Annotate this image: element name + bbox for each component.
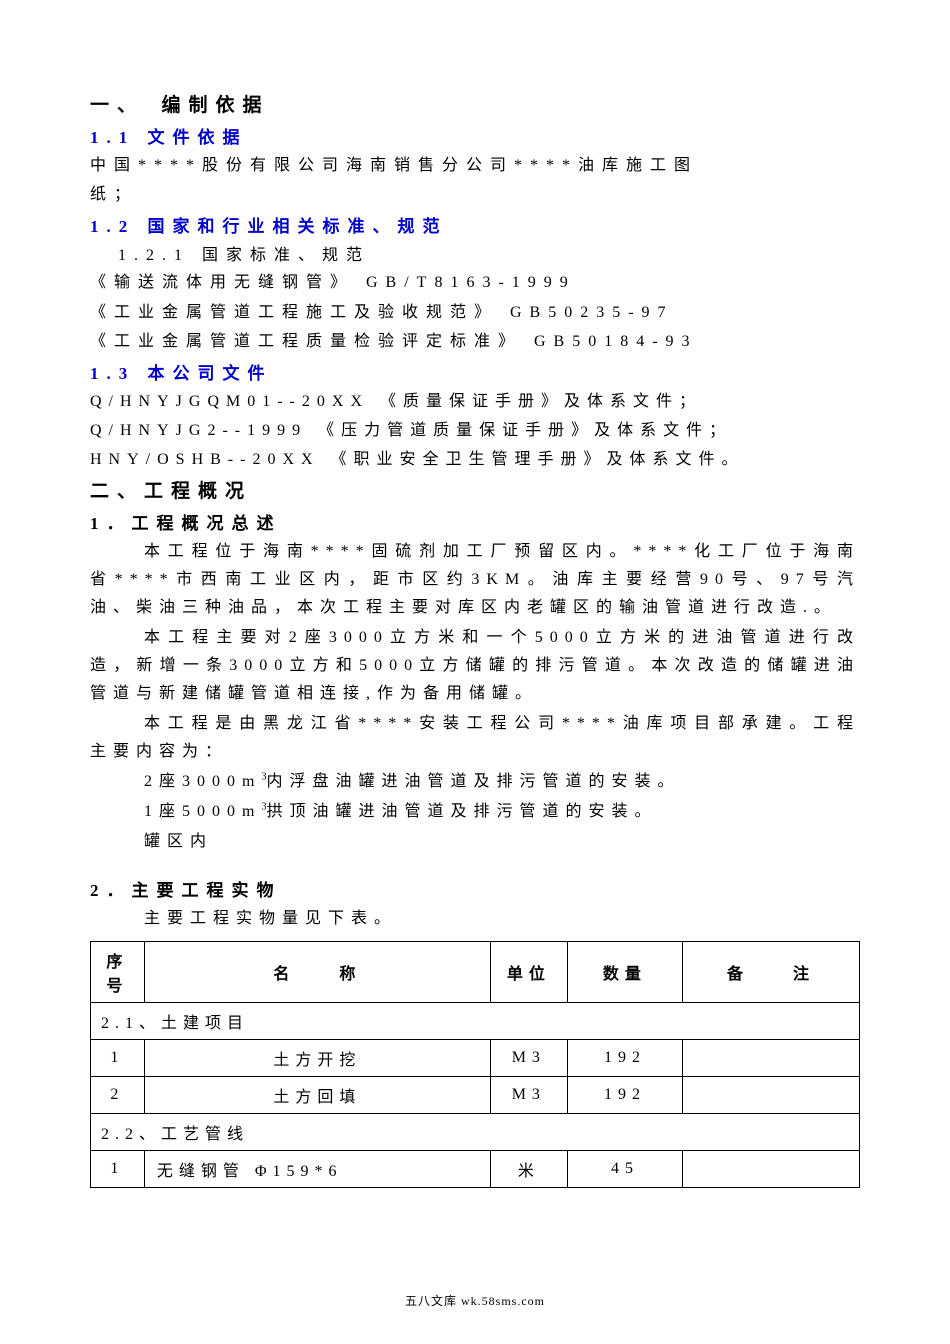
overview-item1: 2座3000m3内浮盘油罐进油管道及排污管道的安装。 — [144, 768, 860, 796]
standard-1: 《输送流体用无缝钢管》 GB/T8163-1999 — [90, 269, 860, 296]
section-2-title: 二、工程概况 — [90, 476, 860, 503]
table-section-2-label: 2.2、工艺管线 — [91, 1113, 860, 1150]
section-1-1-title: 1.1 文件依据 — [90, 123, 860, 148]
table-section-2: 2.2、工艺管线 — [91, 1113, 860, 1150]
section-2-1-title: 1．工程概况总述 — [90, 509, 860, 534]
table-section-1-label: 2.1、土建项目 — [91, 1002, 860, 1039]
company-doc-2: Q/HNYJG2--1999 《压力管道质量保证手册》及体系文件； — [90, 417, 860, 444]
cell-name: 土方开挖 — [144, 1039, 490, 1076]
cell-qty: 192 — [567, 1039, 682, 1076]
overview-p2: 本工程主要对2座3000立方米和一个5000立方米的进油管道进行改造，新增一条3… — [90, 624, 860, 708]
table-row: 1 无缝钢管 Φ159*6 米 45 — [91, 1150, 860, 1187]
header-qty: 数量 — [567, 941, 682, 1002]
overview-p1: 本工程位于海南****固硫剂加工厂预留区内。****化工厂位于海南省****市西… — [90, 538, 860, 622]
header-note: 备 注 — [683, 941, 860, 1002]
header-name: 名 称 — [144, 941, 490, 1002]
section-1-1-line2: 纸； — [90, 181, 860, 208]
table-header-row: 序号 名 称 单位 数量 备 注 — [91, 941, 860, 1002]
section-1-2-1-title: 1.2.1 国家标准、规范 — [118, 241, 860, 265]
cell-qty: 192 — [567, 1076, 682, 1113]
cell-note — [683, 1076, 860, 1113]
cell-name: 无缝钢管 Φ159*6 — [144, 1150, 490, 1187]
table-row: 1 土方开挖 M3 192 — [91, 1039, 860, 1076]
item2-a: 1座5000m — [144, 803, 261, 820]
item1-b: 内浮盘油罐进油管道及排污管道的安装。 — [266, 773, 680, 790]
header-seq: 序号 — [91, 941, 145, 1002]
cell-seq: 1 — [91, 1150, 145, 1187]
cell-note — [683, 1150, 860, 1187]
section-1-3-title: 1.3 本公司文件 — [90, 359, 860, 384]
cell-name: 土方回填 — [144, 1076, 490, 1113]
table-section-1: 2.1、土建项目 — [91, 1002, 860, 1039]
cell-qty: 45 — [567, 1150, 682, 1187]
section-1-2-title: 1.2 国家和行业相关标准、规范 — [90, 212, 860, 237]
cell-unit: M3 — [490, 1039, 567, 1076]
standard-3: 《工业金属管道工程质量检验评定标准》 GB50184-93 — [90, 328, 860, 355]
item1-a: 2座3000m — [144, 773, 261, 790]
item2-b: 拱顶油罐进油管道及排污管道的安装。 — [266, 803, 657, 820]
materials-table: 序号 名 称 单位 数量 备 注 2.1、土建项目 1 土方开挖 M3 192 … — [90, 941, 860, 1188]
cell-unit: 米 — [490, 1150, 567, 1187]
overview-item3: 罐区内 — [144, 828, 860, 856]
section-1-title: 一、 编制依据 — [90, 90, 860, 117]
section-2-2-title: 2．主要工程实物 — [90, 876, 860, 901]
overview-p3: 本工程是由黑龙江省****安装工程公司****油库项目部承建。工程主要内容为： — [90, 710, 860, 766]
page-footer: 五八文库 wk.58sms.com — [0, 1292, 950, 1309]
cell-seq: 1 — [91, 1039, 145, 1076]
standard-2: 《工业金属管道工程施工及验收规范》 GB50235-97 — [90, 299, 860, 326]
cell-seq: 2 — [91, 1076, 145, 1113]
cell-unit: M3 — [490, 1076, 567, 1113]
section-2-2-intro: 主要工程实物量见下表。 — [144, 905, 860, 933]
table-row: 2 土方回填 M3 192 — [91, 1076, 860, 1113]
company-doc-1: Q/HNYJGQM01--20XX 《质量保证手册》及体系文件； — [90, 388, 860, 415]
company-doc-3: HNY/OSHB--20XX 《职业安全卫生管理手册》及体系文件。 — [90, 446, 860, 473]
cell-note — [683, 1039, 860, 1076]
header-unit: 单位 — [490, 941, 567, 1002]
section-1-1-line1: 中国****股份有限公司海南销售分公司****油库施工图 — [90, 152, 860, 179]
overview-item2: 1座5000m3拱顶油罐进油管道及排污管道的安装。 — [144, 798, 860, 826]
